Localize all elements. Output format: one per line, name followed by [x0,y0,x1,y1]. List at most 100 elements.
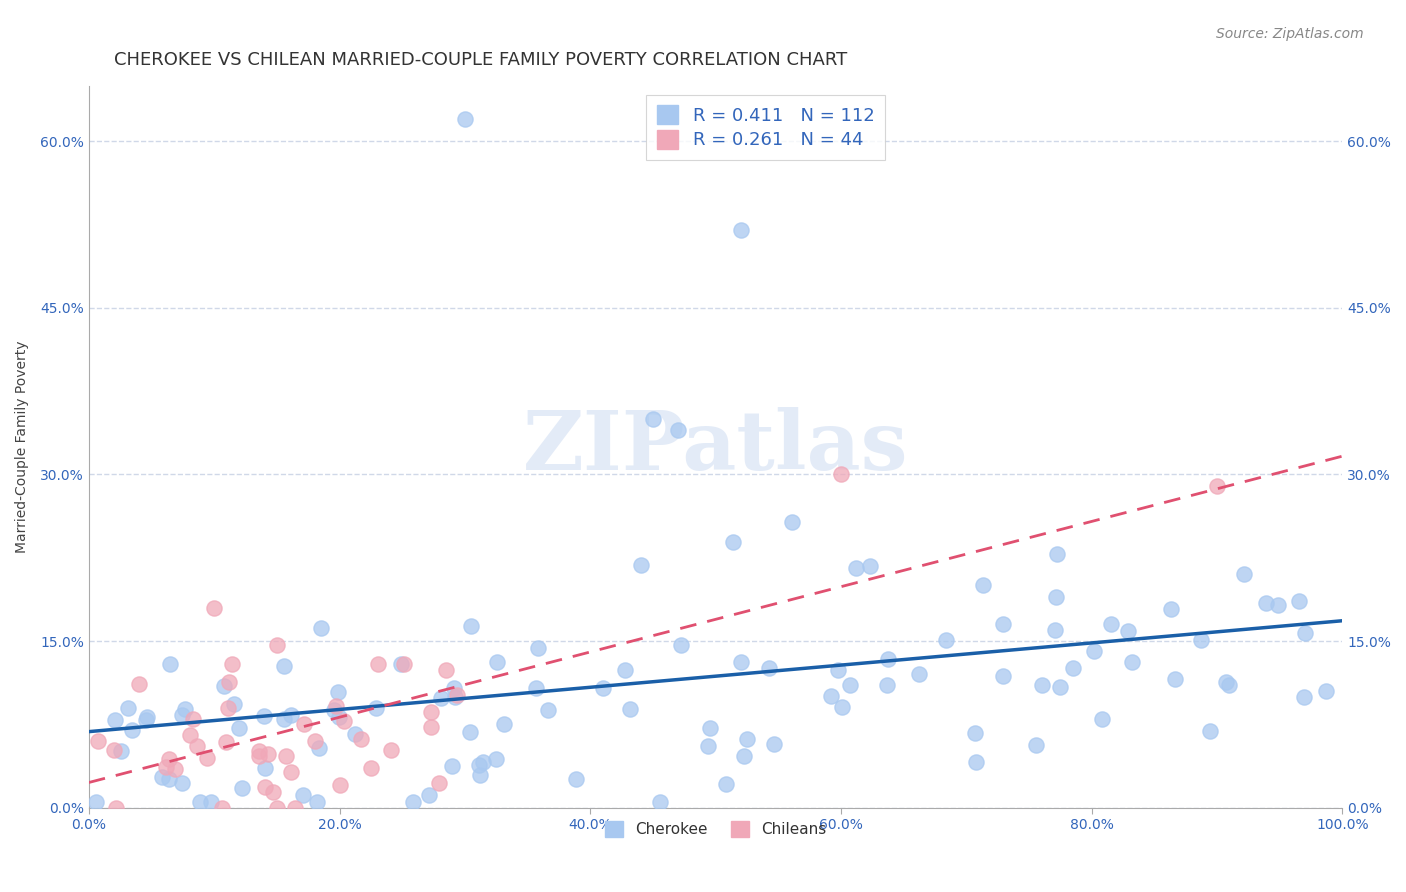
Point [613,664,636,678]
Point [215,735,238,749]
Point [326,685,349,699]
Point [430,691,453,706]
Point [782,515,804,529]
Point [666,423,689,437]
Point [468,768,491,782]
Text: ZIPatlas: ZIPatlas [523,407,908,487]
Point [650,795,672,809]
Point [266,638,288,652]
Point [325,698,347,713]
Point [157,772,180,787]
Y-axis label: Married-Couple Family Poverty: Married-Couple Family Poverty [15,341,30,553]
Point [305,795,328,809]
Point [1049,680,1071,694]
Point [963,726,986,740]
Point [527,640,550,655]
Point [699,721,721,735]
Point [876,678,898,692]
Point [935,633,957,648]
Point [308,741,330,756]
Point [150,770,173,784]
Point [1267,599,1289,613]
Point [723,535,745,549]
Point [155,760,177,774]
Point [443,681,465,695]
Point [221,657,243,672]
Point [1062,661,1084,675]
Point [1288,594,1310,608]
Point [333,714,356,729]
Point [565,772,588,786]
Point [730,655,752,669]
Point [231,781,253,796]
Point [733,748,755,763]
Point [186,739,208,753]
Point [1256,595,1278,609]
Point [1121,655,1143,669]
Point [763,738,786,752]
Point [845,561,868,575]
Point [87,733,110,747]
Point [1233,567,1256,582]
Point [392,657,415,672]
Point [419,705,441,719]
Point [492,716,515,731]
Point [965,756,987,770]
Point [460,619,482,633]
Point [467,757,489,772]
Point [157,752,180,766]
Point [217,701,239,715]
Point [619,702,641,716]
Point [641,412,664,426]
Point [292,716,315,731]
Point [104,713,127,727]
Point [444,690,467,704]
Point [1045,591,1067,605]
Point [247,749,270,764]
Point [418,788,440,802]
Point [820,689,842,703]
Point [179,728,201,742]
Point [218,675,240,690]
Point [274,749,297,764]
Point [696,739,718,753]
Point [1315,684,1337,698]
Point [110,744,132,758]
Point [84,795,107,809]
Point [212,679,235,693]
Point [669,638,692,652]
Point [1099,616,1122,631]
Point [1043,623,1066,637]
Point [343,727,366,741]
Point [128,677,150,691]
Point [758,661,780,675]
Point [1218,678,1240,692]
Point [908,666,931,681]
Point [859,559,882,574]
Point [222,697,245,711]
Point [165,762,187,776]
Point [485,752,508,766]
Point [991,616,1014,631]
Point [454,112,477,126]
Point [1163,672,1185,686]
Legend: Cherokee, Chileans: Cherokee, Chileans [599,815,832,844]
Point [1160,602,1182,616]
Point [830,467,852,482]
Point [485,655,508,669]
Point [877,652,900,666]
Point [228,721,250,735]
Point [266,801,288,815]
Point [1206,478,1229,492]
Point [350,731,373,746]
Point [262,785,284,799]
Point [253,709,276,723]
Point [273,712,295,726]
Point [1294,690,1316,704]
Point [174,702,197,716]
Point [309,621,332,635]
Point [304,733,326,747]
Point [972,578,994,592]
Point [1083,643,1105,657]
Point [1189,633,1212,648]
